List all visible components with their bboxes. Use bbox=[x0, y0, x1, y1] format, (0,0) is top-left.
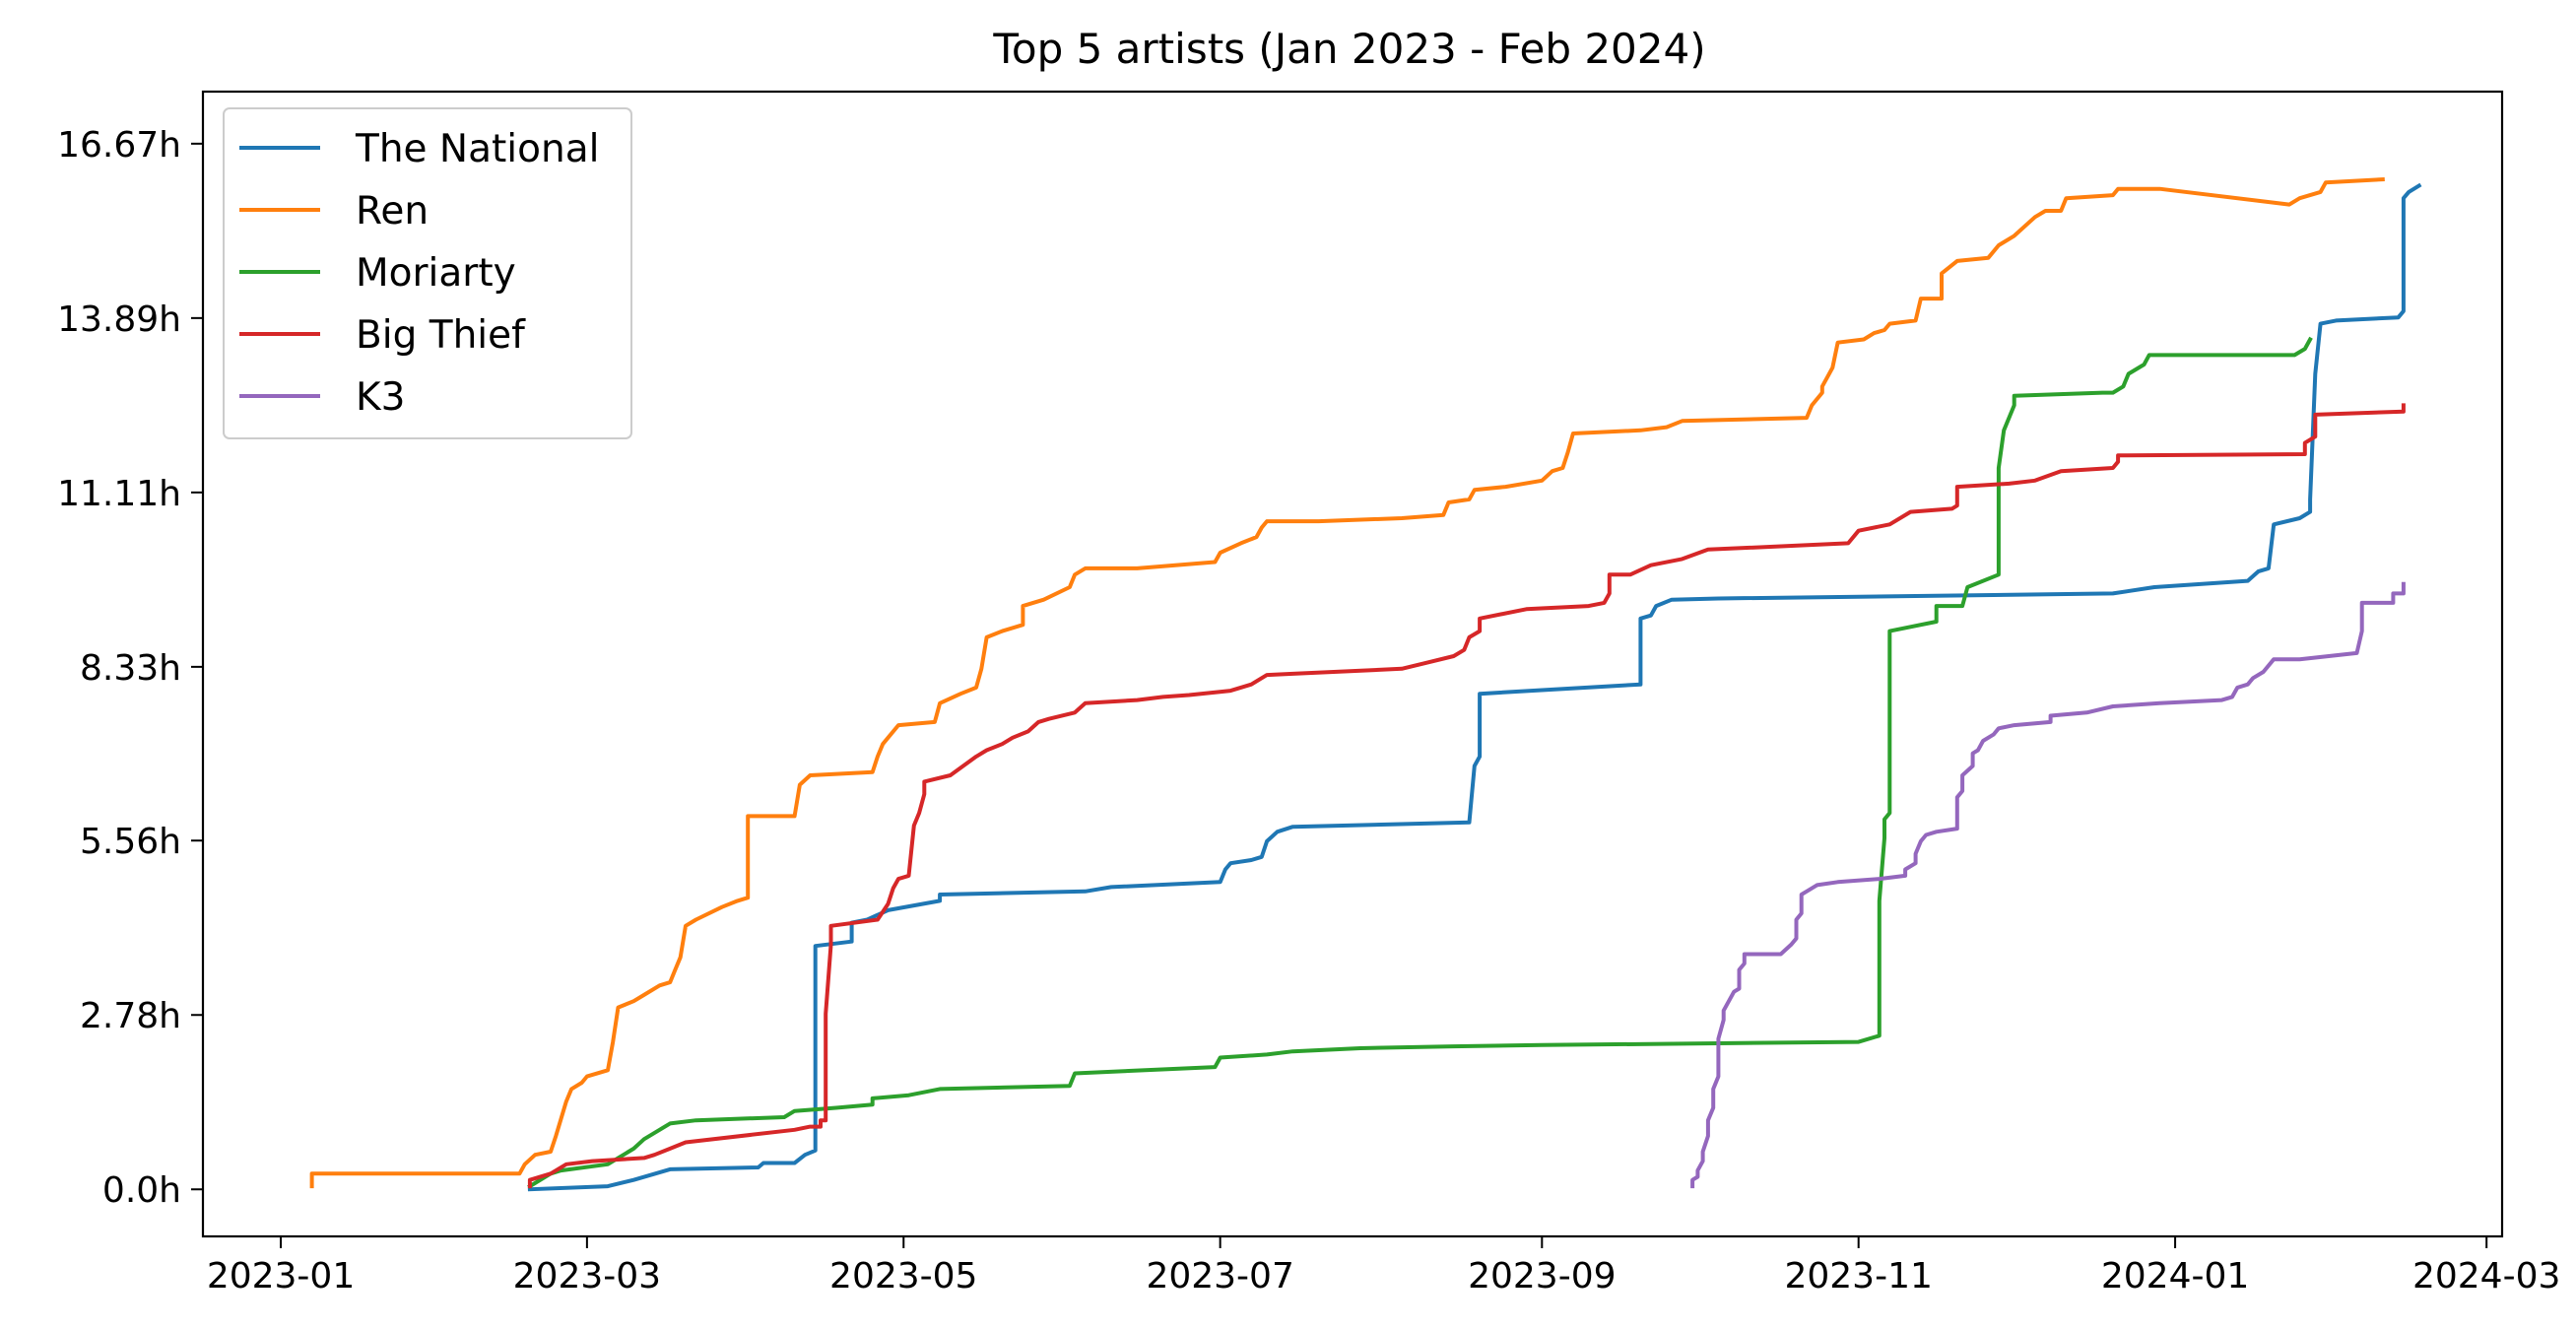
series-line-k3 bbox=[1690, 581, 2406, 1189]
chart-title: Top 5 artists (Jan 2023 - Feb 2024) bbox=[992, 25, 1705, 73]
x-tick-label: 2023-01 bbox=[207, 1256, 355, 1296]
legend-label: The National bbox=[355, 127, 599, 171]
legend-label: Big Thief bbox=[356, 313, 526, 358]
series-line-big-thief bbox=[527, 403, 2406, 1189]
y-tick-label: 0.0h bbox=[102, 1170, 181, 1211]
series-group bbox=[309, 176, 2422, 1192]
y-axis-ticks: 0.0h 2.78h 5.56h 8.33h 11.11h 13.89h 16.67h bbox=[57, 125, 203, 1211]
y-tick-label: 16.67h bbox=[57, 125, 181, 166]
y-tick-label: 8.33h bbox=[80, 648, 181, 689]
y-tick-label: 2.78h bbox=[80, 996, 181, 1036]
y-tick-label: 11.11h bbox=[57, 474, 181, 514]
y-tick-label: 13.89h bbox=[57, 299, 181, 340]
legend-label: K3 bbox=[356, 375, 405, 420]
x-tick-label: 2023-03 bbox=[513, 1256, 661, 1296]
x-tick-label: 2023-05 bbox=[829, 1256, 977, 1296]
legend-box bbox=[223, 107, 632, 439]
x-axis-ticks: 2023-01 2023-03 2023-05 2023-07 2023-09 2023-… bbox=[207, 1236, 2560, 1296]
x-tick-label: 2024-03 bbox=[2412, 1256, 2560, 1296]
y-tick-label: 5.56h bbox=[80, 822, 181, 862]
x-tick-label: 2023-07 bbox=[1146, 1256, 1293, 1296]
plot-frame bbox=[201, 90, 2504, 1238]
x-tick-label: 2023-09 bbox=[1468, 1256, 1616, 1296]
legend-label: Moriarty bbox=[356, 251, 516, 296]
series-line-the-national bbox=[527, 182, 2422, 1192]
series-line-ren bbox=[309, 176, 2385, 1189]
legend: The National Ren Moriarty Big Thief K3 bbox=[223, 107, 632, 439]
series-line-moriarty bbox=[527, 336, 2313, 1189]
x-tick-label: 2024-01 bbox=[2101, 1256, 2249, 1296]
x-tick-label: 2023-11 bbox=[1784, 1256, 1932, 1296]
legend-label: Ren bbox=[356, 189, 429, 233]
